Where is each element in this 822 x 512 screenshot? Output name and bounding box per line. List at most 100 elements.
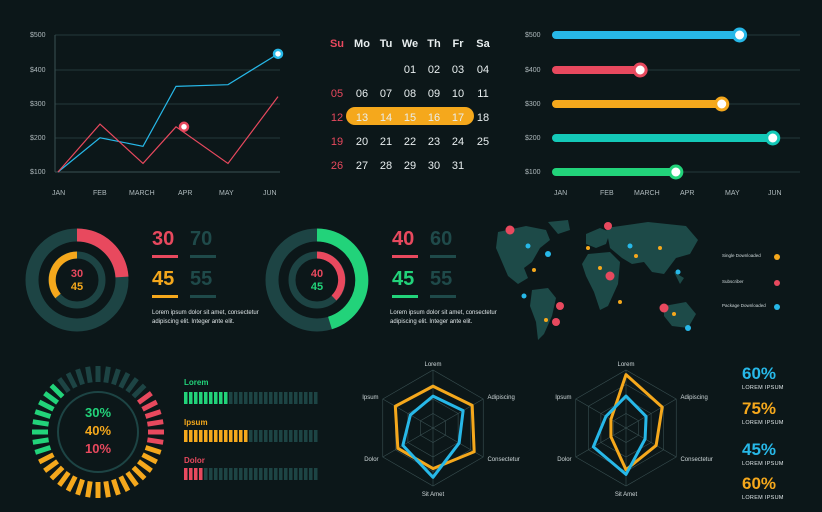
map-marker[interactable] bbox=[586, 246, 590, 250]
hbar-segment bbox=[244, 468, 248, 480]
x-tick: MARCH bbox=[129, 190, 155, 197]
calendar-day[interactable]: 31 bbox=[452, 160, 464, 172]
legend-label: Single Downloaded bbox=[722, 253, 761, 258]
x-tick: JAN bbox=[554, 190, 567, 197]
map-marker[interactable] bbox=[556, 302, 564, 310]
calendar-day[interactable]: 11 bbox=[477, 88, 488, 100]
calendar: Su Mo Tu We Th Fr Sa 01 02 03 04 05 06 07 08 09 10 11 12 13… bbox=[330, 38, 491, 172]
map-marker[interactable] bbox=[634, 254, 638, 258]
gauge-segment bbox=[49, 383, 65, 399]
calendar-day[interactable]: 23 bbox=[428, 136, 440, 148]
map-marker[interactable] bbox=[659, 303, 669, 313]
hbar-segment bbox=[284, 468, 288, 480]
map-marker[interactable] bbox=[675, 269, 681, 275]
calendar-day[interactable]: 28 bbox=[380, 160, 392, 172]
calendar-day[interactable]: 03 bbox=[452, 64, 464, 76]
hbar-segment bbox=[299, 468, 303, 480]
hbar-segment bbox=[239, 392, 243, 404]
hbar-segment bbox=[199, 430, 203, 442]
bar-handle[interactable] bbox=[668, 164, 684, 180]
hbar-track bbox=[184, 468, 318, 480]
map-marker[interactable] bbox=[598, 266, 602, 270]
gauge-segment bbox=[103, 366, 111, 384]
hbar-segment bbox=[219, 392, 223, 404]
calendar-day[interactable]: 19 bbox=[331, 136, 343, 148]
line-point-highlight[interactable] bbox=[178, 121, 190, 133]
map-marker[interactable] bbox=[604, 222, 612, 230]
side-stat-label: LOREM IPSUM bbox=[742, 385, 784, 391]
calendar-day[interactable]: 26 bbox=[331, 160, 343, 172]
calendar-day[interactable]: 01 bbox=[404, 64, 416, 76]
calendar-day[interactable]: 30 bbox=[428, 160, 440, 172]
calendar-weekday: Fr bbox=[453, 38, 465, 50]
bar-handle[interactable] bbox=[714, 96, 730, 112]
map-marker[interactable] bbox=[672, 312, 676, 316]
line-point-highlight[interactable] bbox=[272, 48, 284, 60]
stat-value: 55 bbox=[430, 268, 453, 290]
stat-value: 45 bbox=[152, 268, 175, 290]
map-marker[interactable] bbox=[552, 318, 560, 326]
radar-label: Lorem bbox=[617, 362, 634, 368]
calendar-day[interactable]: 18 bbox=[477, 112, 489, 124]
calendar-day[interactable]: 22 bbox=[404, 136, 416, 148]
stat-underline bbox=[190, 255, 216, 258]
gauge-segment bbox=[136, 391, 153, 405]
calendar-day[interactable]: 24 bbox=[452, 136, 464, 148]
hbar-segment bbox=[219, 430, 223, 442]
calendar-range-highlight[interactable] bbox=[346, 107, 474, 125]
donut-outer-arc bbox=[316, 228, 369, 330]
donut-center-bottom: 45 bbox=[311, 281, 323, 293]
map-marker[interactable] bbox=[545, 251, 551, 257]
calendar-day[interactable]: 06 bbox=[356, 88, 368, 100]
calendar-day[interactable]: 20 bbox=[356, 136, 368, 148]
x-tick: MARCH bbox=[634, 190, 660, 197]
calendar-day[interactable]: 05 bbox=[331, 88, 343, 100]
radar-axis bbox=[625, 427, 677, 458]
gauge-segment bbox=[146, 419, 164, 427]
map-marker[interactable] bbox=[605, 271, 615, 281]
map-marker[interactable] bbox=[525, 243, 531, 249]
gauge-segment bbox=[136, 459, 153, 473]
calendar-day[interactable]: 16 bbox=[428, 112, 440, 124]
calendar-day[interactable]: 12 bbox=[331, 112, 343, 124]
hbar-segment bbox=[269, 392, 273, 404]
world-map bbox=[496, 220, 698, 340]
bar-handle[interactable] bbox=[765, 130, 781, 146]
gauge-segment bbox=[57, 377, 71, 394]
calendar-day[interactable]: 21 bbox=[380, 136, 392, 148]
map-marker[interactable] bbox=[627, 243, 633, 249]
calendar-day[interactable]: 10 bbox=[452, 88, 464, 100]
map-marker[interactable] bbox=[521, 293, 527, 299]
calendar-day[interactable]: 13 bbox=[356, 112, 368, 124]
radar-series-cyan bbox=[401, 394, 465, 479]
map-marker[interactable] bbox=[532, 268, 536, 272]
calendar-day[interactable]: 04 bbox=[477, 64, 489, 76]
calendar-day[interactable]: 14 bbox=[380, 112, 392, 124]
map-marker[interactable] bbox=[505, 225, 515, 235]
y-tick: $200 bbox=[30, 135, 46, 142]
calendar-weekday: Tu bbox=[380, 38, 393, 50]
line-series-2 bbox=[57, 96, 279, 173]
map-marker[interactable] bbox=[658, 246, 662, 250]
map-marker[interactable] bbox=[544, 318, 548, 322]
map-marker[interactable] bbox=[618, 300, 622, 304]
calendar-day[interactable]: 17 bbox=[452, 112, 464, 124]
hbar-label: Ipsum bbox=[184, 418, 208, 427]
bar-handle[interactable] bbox=[732, 27, 748, 43]
bar-handle[interactable] bbox=[632, 62, 648, 78]
calendar-day[interactable]: 27 bbox=[356, 160, 368, 172]
map-marker[interactable] bbox=[685, 325, 691, 331]
hbar-segment bbox=[254, 392, 258, 404]
radar-label: Sit Amet bbox=[615, 492, 638, 498]
calendar-day[interactable]: 09 bbox=[428, 88, 440, 100]
calendar-day[interactable]: 07 bbox=[380, 88, 392, 100]
calendar-day[interactable]: 25 bbox=[477, 136, 489, 148]
gauge-segment bbox=[118, 372, 131, 389]
calendar-day[interactable]: 02 bbox=[428, 64, 440, 76]
calendar-day[interactable]: 15 bbox=[404, 112, 416, 124]
hbar-segment bbox=[314, 392, 318, 404]
calendar-day[interactable]: 08 bbox=[404, 88, 416, 100]
y-tick: $400 bbox=[30, 67, 46, 74]
y-tick: $200 bbox=[525, 135, 541, 142]
calendar-day[interactable]: 29 bbox=[404, 160, 416, 172]
